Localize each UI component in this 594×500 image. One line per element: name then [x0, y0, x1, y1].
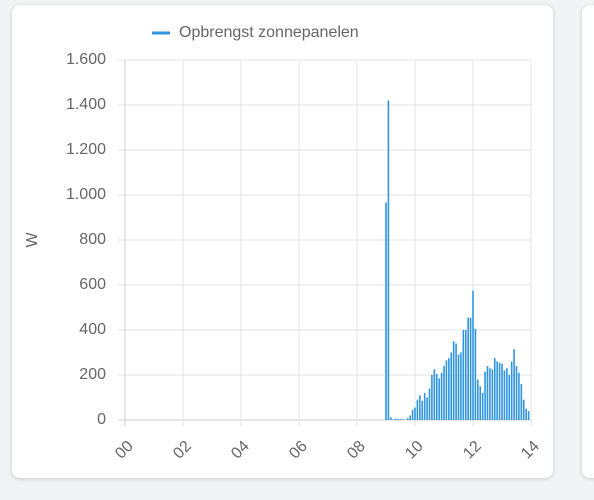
bar	[515, 366, 518, 420]
bar	[435, 373, 438, 420]
bar	[481, 393, 484, 420]
bar	[423, 393, 426, 420]
bar	[467, 317, 469, 420]
bar	[493, 358, 496, 420]
x-tick-label: 02	[170, 438, 195, 463]
x-tick-label: 10	[402, 438, 427, 463]
y-tick-label: 1.200	[66, 141, 106, 158]
bar	[409, 415, 411, 420]
y-tick-label: 400	[79, 321, 106, 338]
bar	[419, 395, 421, 420]
bar	[438, 378, 440, 420]
x-tick-label: 04	[228, 438, 253, 463]
bar	[390, 417, 392, 420]
x-tick-label: 08	[344, 438, 369, 463]
bar	[513, 349, 515, 420]
bar	[433, 369, 436, 420]
bar	[402, 419, 404, 420]
bar	[496, 361, 498, 420]
bar	[508, 375, 511, 420]
bar	[525, 408, 527, 420]
bar	[450, 352, 453, 420]
bar	[414, 407, 416, 420]
bar	[406, 418, 409, 420]
bar	[472, 290, 474, 420]
bar	[399, 419, 402, 420]
bar	[464, 330, 467, 420]
bar	[503, 370, 506, 420]
bar	[477, 379, 479, 420]
y-tick-label: 800	[79, 231, 106, 248]
x-tick-label: 00	[112, 438, 137, 463]
bar	[506, 368, 508, 420]
bar	[484, 371, 486, 420]
bar	[522, 399, 525, 420]
bar	[474, 328, 477, 420]
bar	[510, 361, 513, 420]
bar	[498, 362, 501, 420]
bar	[486, 366, 489, 420]
x-tick-label: 12	[460, 438, 485, 463]
bar	[518, 372, 520, 420]
x-tick-label: 14	[518, 438, 543, 463]
bar	[527, 411, 530, 420]
bar	[416, 399, 419, 420]
bar	[385, 202, 387, 420]
bar	[448, 358, 450, 420]
x-tick-label: 06	[286, 438, 311, 463]
bar	[491, 369, 494, 420]
bar	[428, 388, 431, 420]
bar	[469, 317, 472, 420]
y-axis-label: W	[24, 232, 41, 248]
legend-label: Opbrengst zonnepanelen	[179, 24, 359, 41]
bar	[455, 343, 457, 420]
y-tick-label: 200	[79, 366, 106, 383]
bar	[520, 384, 523, 420]
bar	[392, 419, 395, 420]
bar	[457, 354, 460, 420]
bar	[431, 375, 433, 420]
bar	[460, 352, 462, 420]
bar	[397, 418, 399, 420]
bar	[452, 341, 455, 420]
bar	[394, 418, 397, 420]
bar	[411, 409, 414, 420]
bar	[443, 366, 445, 420]
y-tick-label: 1.400	[66, 96, 106, 113]
next-card	[582, 5, 594, 478]
y-tick-label: 0	[97, 411, 106, 428]
bar	[445, 360, 448, 420]
bar	[387, 100, 390, 420]
bar	[501, 363, 503, 420]
bar	[440, 372, 443, 420]
y-tick-label: 1.600	[66, 51, 106, 68]
y-tick-label: 1.000	[66, 186, 106, 203]
bar	[489, 368, 491, 420]
bar	[479, 386, 482, 420]
bar	[421, 400, 424, 420]
y-tick-label: 600	[79, 276, 106, 293]
bar	[426, 397, 428, 420]
bar	[462, 330, 465, 420]
